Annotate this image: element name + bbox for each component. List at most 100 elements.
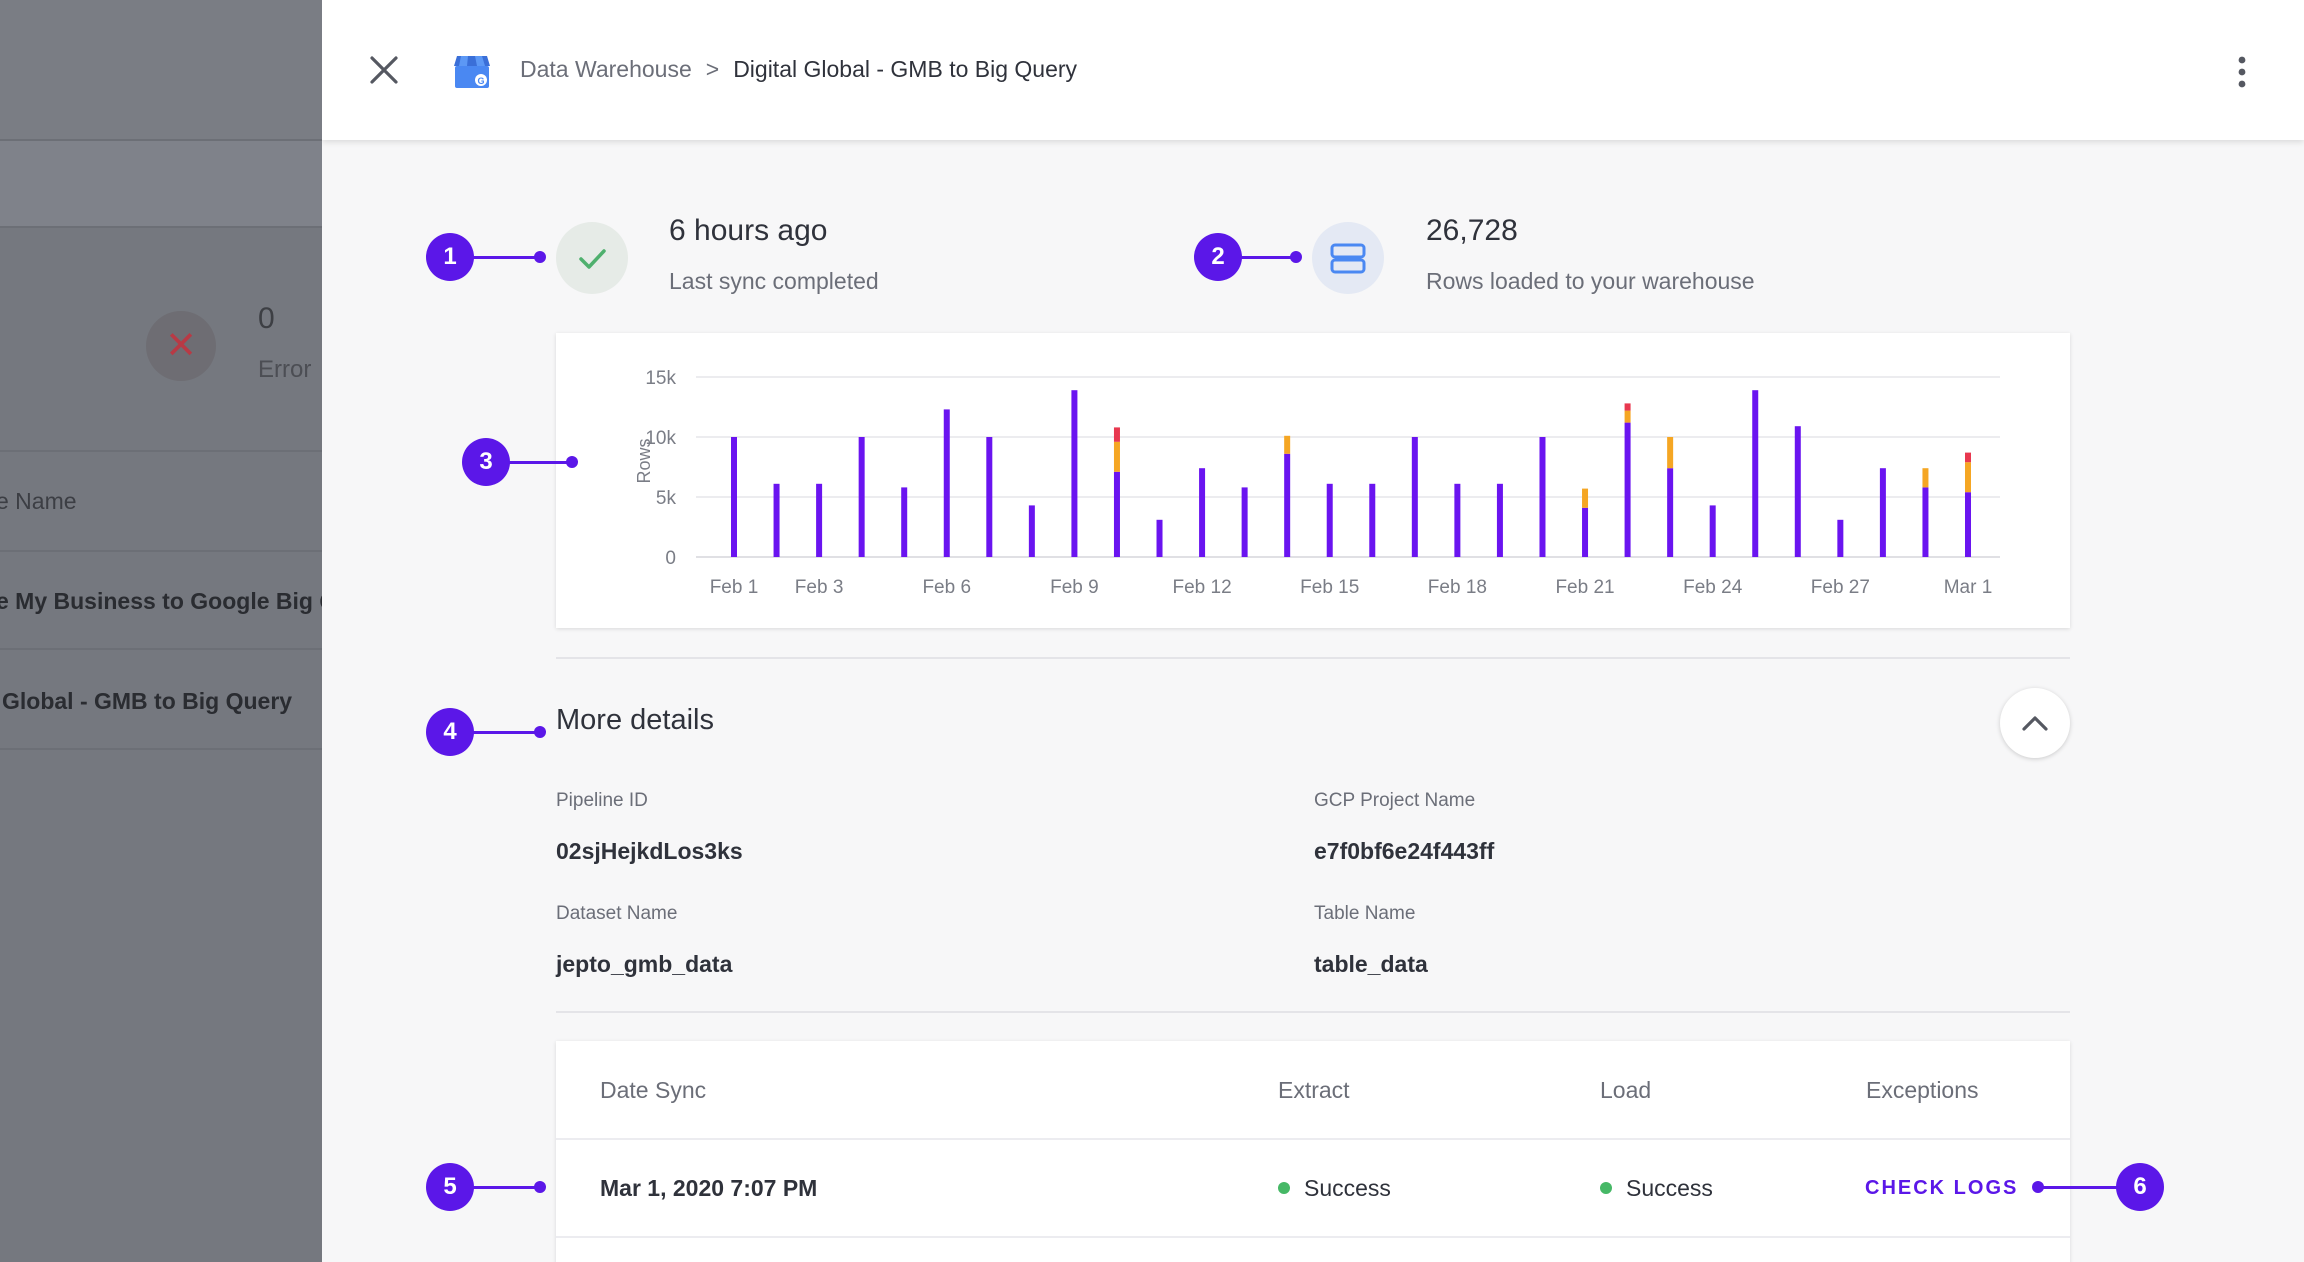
chart-bar[interactable]	[773, 483, 780, 557]
chevron-up-icon	[2022, 716, 2048, 731]
chart-bar[interactable]	[1709, 505, 1716, 557]
check-logs-link[interactable]: CHECK LOGS	[1865, 1177, 2019, 1199]
annotation-dot	[534, 1181, 546, 1193]
chart-bar[interactable]	[1156, 519, 1163, 557]
chart-bar[interactable]	[1199, 468, 1206, 557]
y-axis-label: Rows	[634, 438, 654, 483]
chart-bar[interactable]	[858, 437, 865, 557]
chart-bar[interactable]	[1752, 390, 1759, 557]
chart-bar[interactable]	[1965, 462, 1971, 493]
x-tick-label: Feb 3	[795, 577, 844, 598]
breadcrumb-data-warehouse[interactable]: Data Warehouse	[520, 56, 692, 82]
annotation-marker-4: 4	[426, 708, 474, 756]
annotation-marker-1: 1	[426, 233, 474, 281]
chart-bar[interactable]	[1624, 410, 1631, 423]
rows-loaded-label: Rows loaded to your warehouse	[1426, 268, 1755, 294]
chart-bar[interactable]	[901, 487, 908, 557]
success-status-dot-icon	[1278, 1181, 1290, 1194]
background-toolbar	[0, 141, 322, 228]
chart-bar[interactable]	[943, 409, 950, 557]
section-divider	[556, 1011, 2070, 1013]
background-table-row[interactable]: Global - GMB to Big Query	[2, 688, 293, 714]
background-table-row[interactable]: e My Business to Google Big Q	[0, 588, 322, 614]
annotation-dot	[534, 251, 546, 263]
last-sync-value: 6 hours ago	[669, 214, 828, 247]
column-header-exceptions[interactable]: Exceptions	[1866, 1077, 1979, 1103]
chart-bar[interactable]	[1284, 453, 1291, 557]
chart-bar[interactable]	[1241, 487, 1248, 557]
chart-bar[interactable]	[1667, 468, 1674, 557]
chart-bar[interactable]	[1071, 390, 1078, 557]
chart-bar[interactable]	[1624, 403, 1631, 411]
gcp-project-name-label: GCP Project Name	[1314, 790, 1476, 811]
pipeline-id-value: 02sjHejkdLos3ks	[556, 838, 743, 864]
chart-bars	[731, 390, 1971, 557]
chart-bar[interactable]	[816, 483, 823, 557]
chart-bar[interactable]	[1284, 435, 1291, 454]
pipeline-id-label: Pipeline ID	[556, 790, 648, 811]
chart-bar[interactable]	[1965, 492, 1971, 557]
chart-bar[interactable]	[1326, 483, 1333, 557]
annotation-marker-6: 6	[2116, 1163, 2164, 1211]
annotation-connector	[472, 1186, 538, 1189]
chart-bar[interactable]	[1539, 437, 1546, 557]
rows-loaded-value: 26,728	[1426, 214, 1518, 247]
chart-bar[interactable]	[1879, 468, 1886, 557]
table-name-value: table_data	[1314, 951, 1428, 977]
annotation-connector	[1240, 256, 1294, 259]
last-sync-label: Last sync completed	[669, 268, 879, 294]
chart-bar[interactable]	[1369, 483, 1376, 557]
column-header-date-sync[interactable]: Date Sync	[600, 1077, 707, 1103]
svg-text:G: G	[477, 76, 484, 86]
y-tick-label: 5k	[656, 488, 677, 509]
collapse-details-button[interactable]	[2000, 688, 2070, 758]
chart-bar[interactable]	[1582, 488, 1589, 508]
table-name-label: Table Name	[1314, 903, 1416, 924]
column-header-extract[interactable]: Extract	[1278, 1077, 1350, 1103]
chart-bar[interactable]	[1922, 468, 1929, 488]
chart-bar[interactable]	[1028, 505, 1035, 557]
chart-bar[interactable]	[1113, 441, 1120, 472]
background-header	[0, 0, 322, 141]
more-details-title: More details	[556, 704, 714, 736]
x-tick-label: Feb 18	[1428, 577, 1487, 598]
error-badge	[146, 311, 216, 381]
x-tick-label: Feb 12	[1172, 577, 1231, 598]
error-label: Error	[258, 356, 312, 383]
section-divider	[556, 657, 2070, 659]
annotation-marker-3: 3	[462, 438, 510, 486]
chart-y-ticks: 0 5k 10k 15k	[645, 368, 676, 569]
background-column-header: e Name	[0, 488, 77, 514]
annotation-connector	[472, 731, 538, 734]
chart-bar[interactable]	[1582, 507, 1589, 557]
annotation-connector	[2036, 1186, 2118, 1189]
extract-status-text: Success	[1304, 1175, 1391, 1201]
column-header-load[interactable]: Load	[1600, 1077, 1652, 1103]
drawer-header: G Data Warehouse > Digital Global - GMB to…	[322, 0, 2304, 140]
more-options-icon[interactable]	[2222, 52, 2262, 92]
error-count: 0	[258, 302, 275, 335]
background-divider	[0, 648, 322, 650]
chart-bar[interactable]	[1411, 437, 1418, 557]
extract-status-cell: Success	[1278, 1175, 1391, 1202]
chart-bar[interactable]	[1496, 483, 1503, 557]
chart-bar[interactable]	[1113, 427, 1120, 442]
chart-bar[interactable]	[1965, 452, 1971, 463]
chart-bar[interactable]	[1837, 519, 1844, 557]
chart-bar[interactable]	[1113, 471, 1120, 557]
chart-bar[interactable]	[1922, 487, 1929, 557]
chart-bar[interactable]	[1624, 422, 1631, 557]
dataset-name-value: jepto_gmb_data	[556, 951, 733, 977]
y-tick-label: 10k	[645, 428, 676, 449]
rows-loaded-chart: 0 5k 10k 15k Rows Feb 1 Feb 3 Feb 6 Feb 9 Feb 1…	[556, 333, 2070, 628]
chart-bar[interactable]	[1454, 483, 1461, 557]
annotation-dot	[2032, 1181, 2044, 1193]
chart-bar[interactable]	[731, 437, 737, 557]
google-my-business-logo-icon: G	[452, 52, 492, 90]
chart-bar[interactable]	[986, 437, 993, 557]
background-page: ✕ 0 Error e Name e My Business to Google…	[0, 0, 322, 1262]
close-icon[interactable]	[364, 50, 404, 90]
chart-bar[interactable]	[1667, 437, 1674, 469]
chart-bar[interactable]	[1794, 426, 1801, 557]
